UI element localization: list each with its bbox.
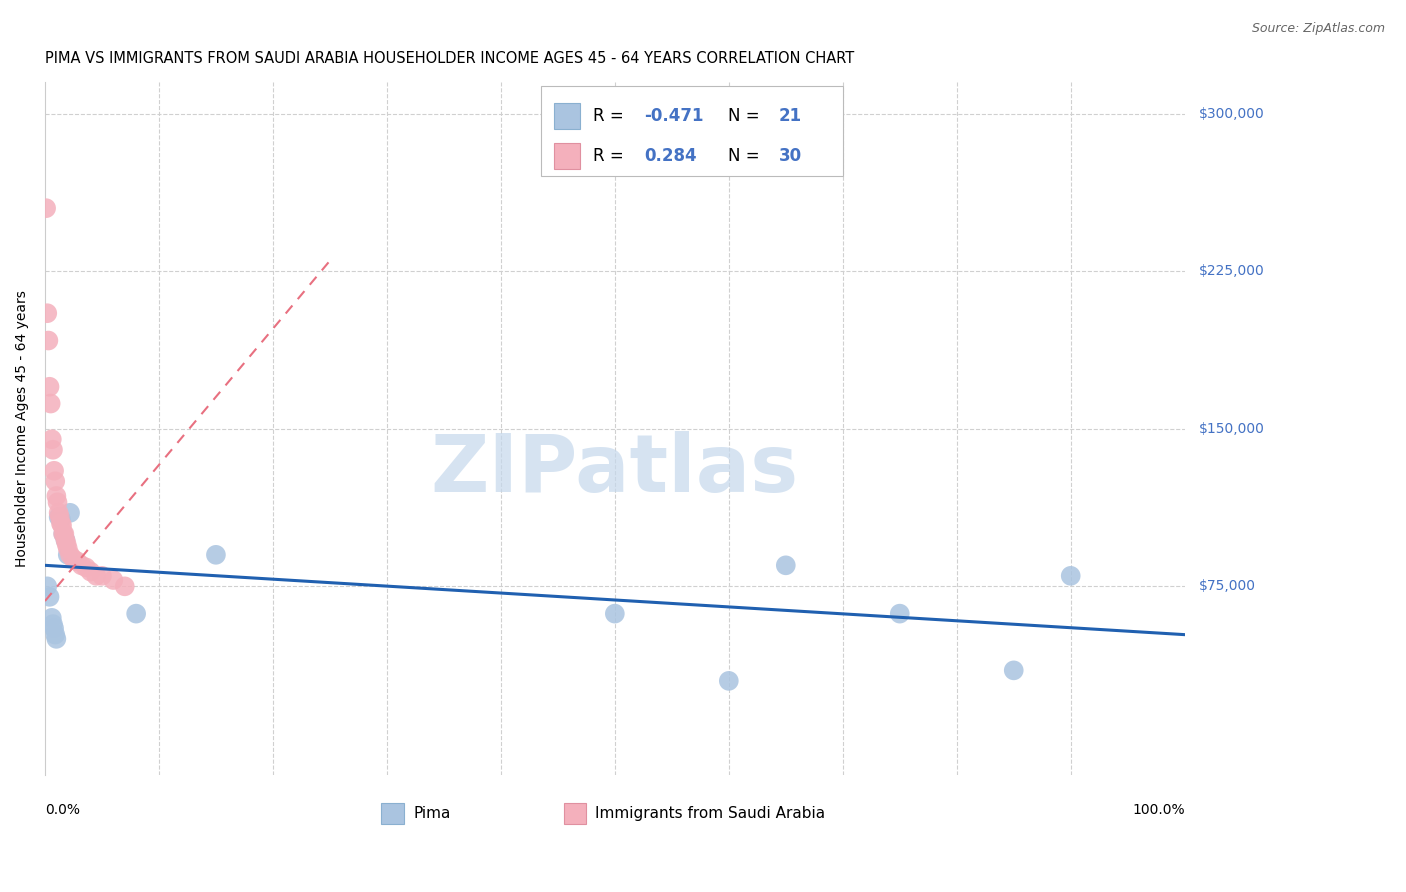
FancyBboxPatch shape <box>381 803 404 824</box>
Point <box>45 489 67 503</box>
Point <box>41 611 63 625</box>
Point <box>51 518 73 533</box>
Point <box>62 552 84 566</box>
Point <box>46 495 69 509</box>
Point <box>1002 664 1025 678</box>
Point <box>889 607 911 621</box>
Point <box>59 548 82 562</box>
Text: R =: R = <box>593 107 628 125</box>
Point <box>55 537 77 551</box>
Point <box>45 632 67 646</box>
Point <box>37 579 59 593</box>
Point <box>42 621 65 635</box>
Point <box>49 516 72 531</box>
Point <box>44 627 66 641</box>
Point <box>37 334 59 348</box>
Text: N =: N = <box>728 147 765 165</box>
Point <box>114 579 136 593</box>
Point <box>84 569 107 583</box>
Point <box>55 533 77 548</box>
Text: 30: 30 <box>779 147 801 165</box>
Point <box>38 590 60 604</box>
Text: $150,000: $150,000 <box>1198 422 1264 436</box>
Point <box>44 475 66 489</box>
Text: 0.0%: 0.0% <box>45 803 80 817</box>
Text: 0.284: 0.284 <box>644 147 697 165</box>
Point <box>38 380 60 394</box>
FancyBboxPatch shape <box>541 86 842 176</box>
Point <box>1060 569 1083 583</box>
Text: $225,000: $225,000 <box>1198 264 1264 278</box>
Text: R =: R = <box>593 147 628 165</box>
Point <box>52 526 75 541</box>
Text: -0.471: -0.471 <box>644 107 704 125</box>
Point <box>39 396 62 410</box>
Point <box>603 607 626 621</box>
Point <box>49 512 72 526</box>
Point <box>37 306 59 320</box>
Point <box>48 506 70 520</box>
Point <box>42 464 65 478</box>
Text: Source: ZipAtlas.com: Source: ZipAtlas.com <box>1251 22 1385 36</box>
FancyBboxPatch shape <box>564 803 586 824</box>
Text: $300,000: $300,000 <box>1198 107 1264 120</box>
Point <box>79 565 101 579</box>
Point <box>42 617 65 632</box>
Point <box>75 560 97 574</box>
Text: 100.0%: 100.0% <box>1132 803 1185 817</box>
Point <box>56 548 79 562</box>
Text: Immigrants from Saudi Arabia: Immigrants from Saudi Arabia <box>596 806 825 821</box>
Point <box>775 558 797 573</box>
Text: Pima: Pima <box>413 806 450 821</box>
Point <box>41 432 63 446</box>
Text: PIMA VS IMMIGRANTS FROM SAUDI ARABIA HOUSEHOLDER INCOME AGES 45 - 64 YEARS CORRE: PIMA VS IMMIGRANTS FROM SAUDI ARABIA HOU… <box>45 51 855 66</box>
Point <box>49 510 72 524</box>
Point <box>56 541 79 556</box>
FancyBboxPatch shape <box>554 103 579 129</box>
Point <box>52 526 75 541</box>
Point <box>70 558 93 573</box>
Point <box>42 442 65 457</box>
Point <box>205 548 228 562</box>
Point <box>717 673 740 688</box>
Text: $75,000: $75,000 <box>1198 579 1256 593</box>
Point <box>103 573 125 587</box>
Point <box>59 506 82 520</box>
Text: ZIPatlas: ZIPatlas <box>430 432 799 509</box>
Point <box>48 510 70 524</box>
Text: 21: 21 <box>779 107 801 125</box>
Point <box>35 201 58 215</box>
Point <box>55 533 77 548</box>
Point <box>53 526 76 541</box>
Point <box>66 554 89 568</box>
Text: N =: N = <box>728 107 765 125</box>
Point <box>91 569 114 583</box>
FancyBboxPatch shape <box>554 143 579 169</box>
Y-axis label: Householder Income Ages 45 - 64 years: Householder Income Ages 45 - 64 years <box>15 290 30 567</box>
Point <box>125 607 148 621</box>
